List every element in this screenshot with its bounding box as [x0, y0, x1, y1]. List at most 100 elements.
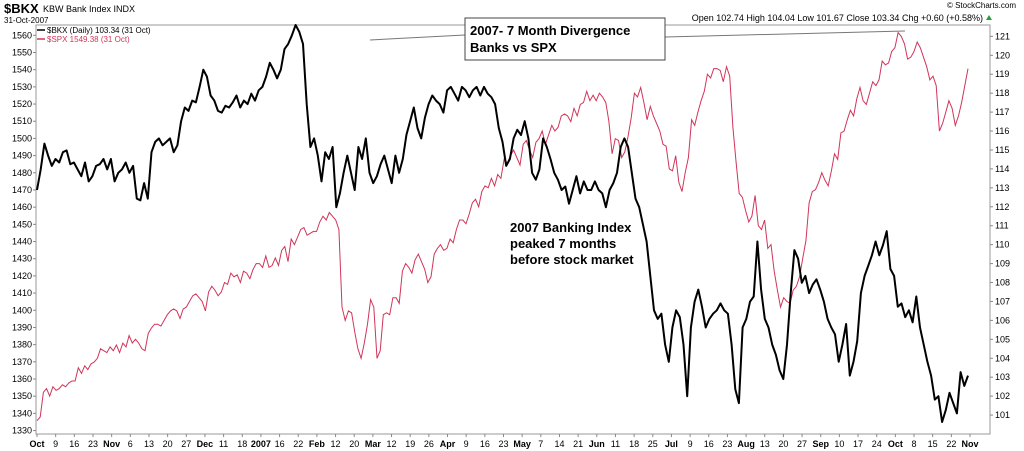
right-tick-label: 108 — [995, 278, 1010, 288]
left-tick-label: 1470 — [12, 185, 32, 195]
right-tick-label: 121 — [995, 31, 1010, 41]
right-tick-label: 110 — [995, 240, 1009, 250]
x-tick-label: Apr — [440, 439, 456, 449]
credit-label: © StockCharts.com — [947, 1, 1016, 10]
ohlc-readout: Open 102.74 High 104.04 Low 101.67 Close… — [692, 13, 983, 23]
x-tick-label: 9 — [464, 439, 469, 449]
x-tick-label: 9 — [53, 439, 58, 449]
x-tick-label: May — [513, 439, 531, 449]
right-tick-label: 101 — [995, 410, 1010, 420]
annotation-text-line2: peaked 7 months — [510, 236, 616, 251]
right-axis: 101 102 103 104 105 106 107 108 109 110 111 112 113 1… — [990, 31, 1010, 420]
right-tick-label: 107 — [995, 296, 1010, 306]
left-tick-label: 1430 — [12, 254, 32, 264]
spx-series-line — [36, 31, 969, 422]
x-tick-label: 20 — [163, 439, 173, 449]
x-tick-label: 18 — [629, 439, 639, 449]
x-tick-label: Mar — [365, 439, 382, 449]
left-tick-label: 1490 — [12, 151, 32, 161]
left-tick-label: 1440 — [12, 237, 32, 247]
x-tick-label: Oct — [888, 439, 903, 449]
right-tick-label: 120 — [995, 50, 1010, 60]
x-tick-label: 23 — [722, 439, 732, 449]
x-tick-label: Feb — [309, 439, 326, 449]
x-tick-label: Dec — [197, 439, 214, 449]
x-axis: Oct 9 16 23 Nov 6 13 20 27 Dec 11 18 2007 16 22 Feb 12 20… — [29, 434, 979, 449]
left-tick-label: 1500 — [12, 133, 32, 143]
left-tick-label: 1350 — [12, 391, 32, 401]
left-tick-label: 1560 — [12, 30, 32, 40]
right-tick-label: 104 — [995, 353, 1010, 363]
x-tick-label: Sep — [812, 439, 829, 449]
x-tick-label: 13 — [760, 439, 770, 449]
right-tick-label: 102 — [995, 391, 1010, 401]
x-tick-label: 18 — [237, 439, 247, 449]
annotation-pointer-left — [369, 34, 466, 41]
x-tick-label: 27 — [797, 439, 807, 449]
annotation-box — [464, 17, 666, 61]
x-tick-label: 19 — [405, 439, 415, 449]
x-tick-label: 22 — [293, 439, 303, 449]
x-tick-label: Nov — [103, 439, 120, 449]
x-tick-label: Aug — [737, 439, 755, 449]
x-tick-label: 11 — [611, 439, 620, 449]
left-tick-label: 1330 — [12, 426, 32, 436]
x-tick-label: 27 — [181, 439, 191, 449]
x-tick-label: 22 — [946, 439, 956, 449]
x-tick-label: 17 — [853, 439, 863, 449]
left-tick-label: 1550 — [12, 47, 32, 57]
right-tick-label: 109 — [995, 259, 1010, 269]
left-tick-label: 1530 — [12, 82, 32, 92]
left-tick-label: 1460 — [12, 202, 32, 212]
up-arrow-icon — [986, 15, 992, 20]
x-tick-label: 9 — [688, 439, 693, 449]
x-tick-label: 20 — [778, 439, 788, 449]
x-tick-label: 6 — [128, 439, 133, 449]
left-tick-label: 1360 — [12, 374, 32, 384]
x-tick-label: 15 — [928, 439, 938, 449]
x-tick-label: 12 — [331, 439, 341, 449]
symbol-label: $BKX — [4, 1, 39, 16]
legend-bkx: $BKX (Daily) 103.34 (31 Oct) — [47, 26, 151, 35]
x-tick-label: 7 — [538, 439, 543, 449]
x-tick-label: 12 — [387, 439, 397, 449]
x-tick-label: 23 — [498, 439, 508, 449]
annotation-pointer-right — [664, 30, 906, 38]
x-tick-label: 2007 — [251, 439, 271, 449]
x-tick-label: 24 — [872, 439, 882, 449]
right-tick-label: 113 — [995, 183, 1009, 193]
x-tick-label: 16 — [704, 439, 714, 449]
left-tick-label: 1420 — [12, 271, 32, 281]
right-tick-label: 112 — [995, 202, 1009, 212]
annotation-text-line1: 2007 Banking Index — [510, 220, 632, 235]
x-tick-label: Nov — [961, 439, 978, 449]
annotation-box-line1: 2007- 7 Month Divergence — [470, 23, 630, 38]
right-tick-label: 111 — [995, 221, 1009, 231]
x-tick-label: 16 — [69, 439, 79, 449]
symbol-name: KBW Bank Index INDX — [43, 4, 135, 14]
right-tick-label: 114 — [995, 164, 1009, 174]
right-tick-label: 106 — [995, 315, 1010, 325]
x-tick-label: 21 — [573, 439, 583, 449]
plot-area — [35, 24, 991, 435]
x-tick-label: Oct — [29, 439, 44, 449]
left-tick-label: 1410 — [12, 288, 32, 298]
right-tick-label: 115 — [995, 145, 1009, 155]
left-tick-label: 1400 — [12, 305, 32, 315]
right-tick-label: 118 — [995, 88, 1009, 98]
right-tick-label: 119 — [995, 69, 1009, 79]
legend: $BKX (Daily) 103.34 (31 Oct) $SPX 1549.3… — [37, 26, 151, 44]
x-tick-label: 13 — [144, 439, 154, 449]
annotation-text-line3: before stock market — [510, 252, 634, 267]
left-tick-label: 1340 — [12, 408, 32, 418]
left-tick-label: 1510 — [12, 116, 32, 126]
right-tick-label: 103 — [995, 372, 1010, 382]
x-tick-label: 25 — [648, 439, 658, 449]
x-tick-label: 16 — [480, 439, 490, 449]
left-axis: 1330 1340 1350 1360 1370 1380 1390 1400 1410 1420… — [12, 30, 36, 436]
legend-spx: $SPX 1549.38 (31 Oct) — [47, 35, 130, 44]
x-tick-label: Jul — [665, 439, 678, 449]
right-tick-label: 105 — [995, 334, 1010, 344]
left-tick-label: 1480 — [12, 168, 32, 178]
